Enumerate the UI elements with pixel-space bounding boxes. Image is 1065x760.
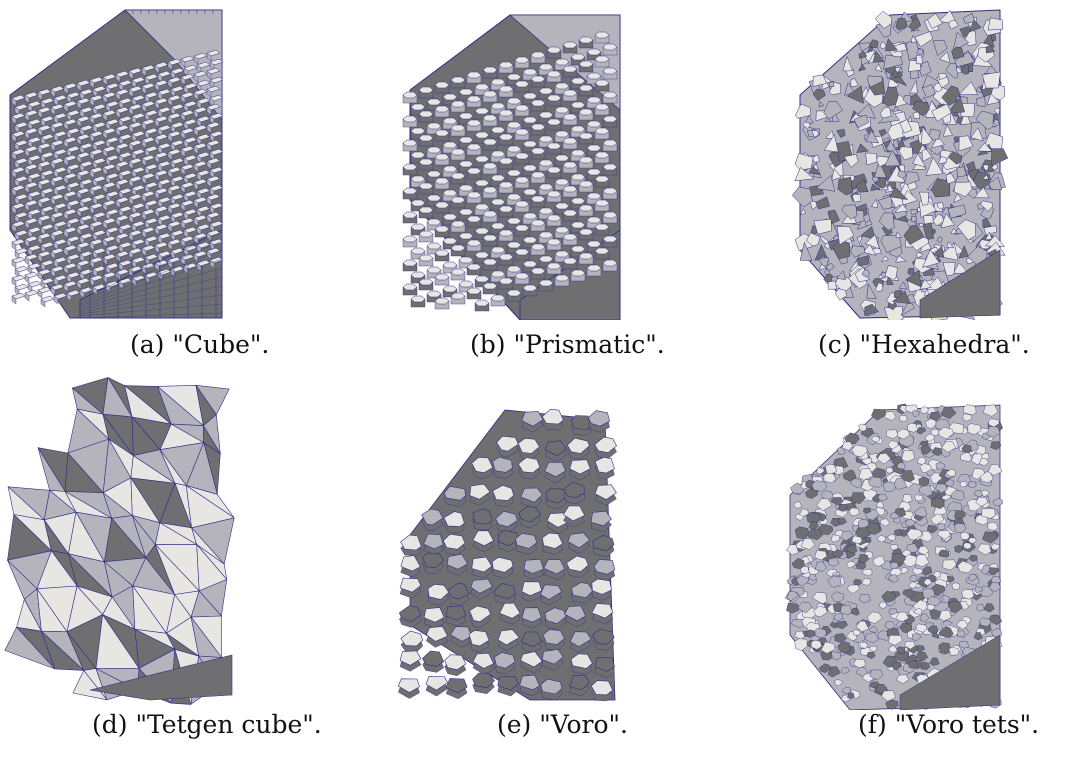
voro-tets-mesh-image (770, 365, 1060, 710)
mesh-panel-f (770, 365, 1060, 710)
mesh-panel-d (0, 365, 300, 710)
prismatic-mesh-image (380, 0, 680, 320)
mesh-panel-c (770, 0, 1060, 320)
mesh-panel-a (0, 0, 300, 320)
hexahedra-mesh-image (770, 0, 1060, 320)
voro-mesh-image (380, 365, 680, 710)
caption-a: (a) "Cube". (130, 330, 269, 359)
tetgen-cube-mesh-image (0, 365, 300, 710)
cube-mesh-image (0, 0, 300, 320)
caption-d: (d) "Tetgen cube". (92, 710, 322, 739)
caption-b: (b) "Prismatic". (470, 330, 665, 359)
mesh-panel-e (380, 365, 680, 710)
caption-e: (e) "Voro". (497, 710, 628, 739)
caption-f: (f) "Voro tets". (858, 710, 1039, 739)
mesh-panel-b (380, 0, 680, 320)
caption-c: (c) "Hexahedra". (818, 330, 1030, 359)
